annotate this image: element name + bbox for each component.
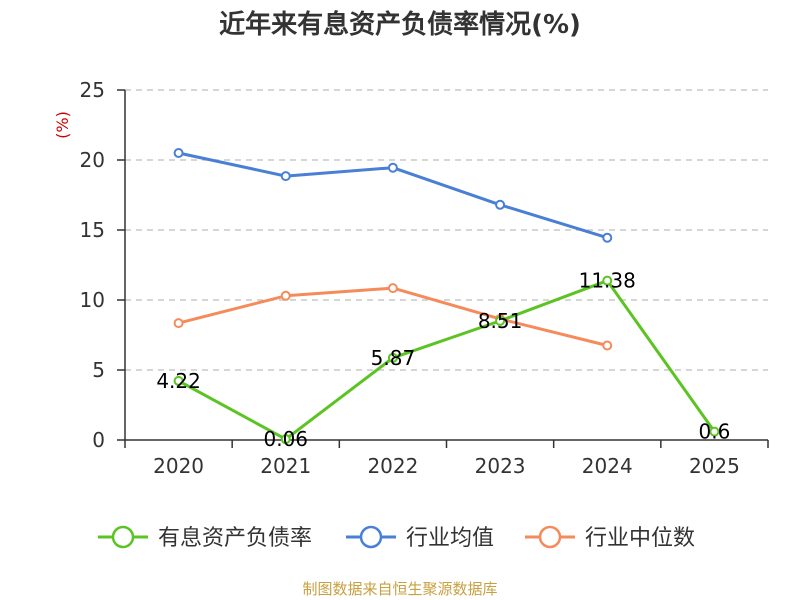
y-axis-ticks: 0 5 10 15 20 25 [80,78,105,452]
x-tick-label-2022: 2022 [367,454,418,478]
gridlines [125,89,768,371]
data-labels: 4.22 0.06 5.87 8.51 11.38 0.6 [156,269,730,451]
data-label-2025: 0.6 [699,420,731,444]
point-0-2025 [709,426,720,437]
point-0-2022 [387,352,398,363]
point-2-2022 [387,283,398,294]
data-label-2021: 0.06 [263,427,308,451]
data-label-2023: 8.51 [478,309,523,333]
y-axis-unit: (%) [53,111,72,139]
point-0-2020 [173,375,184,386]
legend-item-2: 行业中位数 [525,525,695,551]
y-tick-label-0: 0 [92,428,105,452]
legend-swatch-marker-0 [111,525,135,549]
y-tick-label-5: 5 [92,358,105,382]
data-label-2022: 5.87 [371,346,416,370]
series-1 [173,148,613,243]
point-0-2021 [280,434,291,445]
x-tick-label-2020: 2020 [153,454,204,478]
source-note: 制图数据来自恒生聚源数据库 [302,580,497,598]
point-2-2024 [602,340,613,351]
x-tick-label-2023: 2023 [475,454,526,478]
point-1-2021 [280,171,291,182]
legend-item-0: 有息资产负债率 [98,525,312,551]
point-0-2023 [495,315,506,326]
point-1-2023 [495,199,506,210]
series-0 [173,275,720,445]
x-tick-label-2024: 2024 [582,454,633,478]
series-line-0 [177,279,716,441]
y-tick-label-25: 25 [80,78,105,102]
x-axis-ticks: 2020 2021 2022 2023 2024 2025 [153,454,740,478]
series-layer [173,148,720,445]
legend: 有息资产负债率 行业均值 行业中位数 [98,525,695,551]
y-tick-label-20: 20 [80,148,105,172]
y-tick-label-15: 15 [80,218,105,242]
point-2-2021 [280,290,291,301]
series-2 [173,283,613,351]
point-1-2022 [387,162,398,173]
legend-swatch-marker-2 [538,525,562,549]
legend-item-1: 行业均值 [346,525,494,551]
legend-label-0: 有息资产负债率 [158,526,312,551]
point-2-2020 [173,318,184,329]
x-tick-label-2025: 2025 [689,454,740,478]
chart-title: 近年来有息资产负债率情况(%) [219,9,581,40]
axes [117,89,769,448]
point-1-2020 [173,148,184,158]
data-label-2020: 4.22 [156,369,201,393]
point-0-2024 [602,275,613,286]
data-label-2024: 11.38 [579,269,636,293]
series-line-2 [178,286,608,347]
legend-label-1: 行业均值 [406,526,494,551]
y-tick-label-10: 10 [80,288,105,312]
legend-swatch-marker-1 [359,525,383,549]
x-tick-label-2021: 2021 [260,454,311,478]
legend-label-2: 行业中位数 [585,526,695,551]
point-1-2024 [602,232,613,243]
